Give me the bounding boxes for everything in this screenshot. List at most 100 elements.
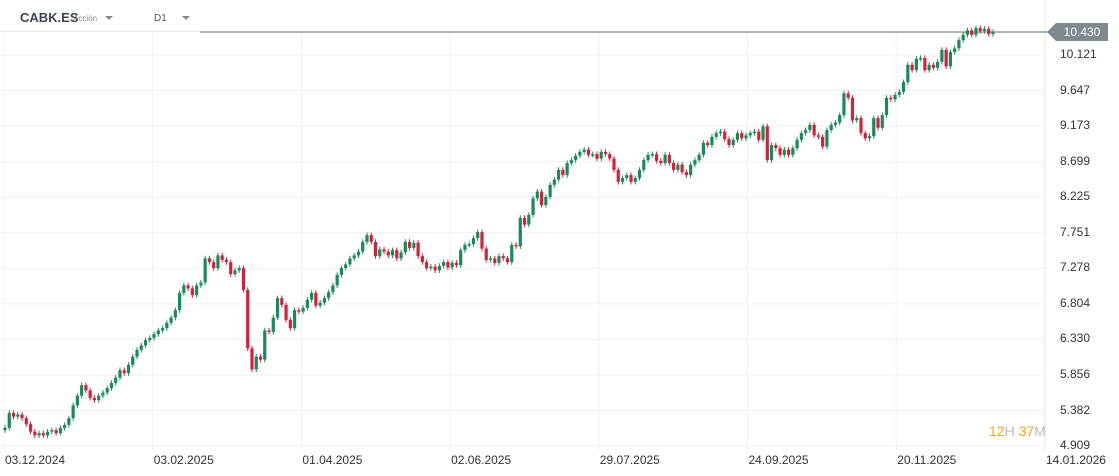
candle-down bbox=[846, 93, 850, 98]
candle-up bbox=[663, 154, 667, 164]
candle-up bbox=[437, 265, 441, 271]
candle-up bbox=[569, 160, 573, 164]
candle-down bbox=[446, 262, 450, 268]
candle-up bbox=[63, 424, 67, 428]
candle-up bbox=[829, 124, 833, 131]
candle-down bbox=[88, 390, 92, 398]
candle-up bbox=[105, 388, 109, 393]
candle-up bbox=[714, 133, 718, 137]
countdown-hours: 12 bbox=[989, 423, 1005, 439]
candle-up bbox=[982, 28, 987, 32]
candle-down bbox=[910, 64, 914, 71]
date-tick-label: 24.09.2025 bbox=[748, 453, 809, 467]
candle-down bbox=[11, 412, 16, 417]
candle-up bbox=[356, 251, 361, 256]
candle-down bbox=[667, 154, 671, 164]
candle-up bbox=[637, 169, 642, 179]
candle-down bbox=[24, 418, 28, 425]
timeframe-dropdown-icon[interactable] bbox=[182, 16, 190, 20]
candle-up bbox=[361, 241, 365, 252]
candle-up bbox=[548, 184, 552, 197]
candle-up bbox=[940, 49, 944, 62]
candle-up bbox=[527, 214, 531, 225]
candle-down bbox=[727, 139, 731, 146]
price-tick-label: 4.909 bbox=[1060, 438, 1091, 452]
candle-up bbox=[991, 31, 995, 35]
candle-up bbox=[591, 154, 595, 156]
candle-up bbox=[467, 244, 471, 246]
candle-up bbox=[855, 118, 859, 121]
candle-up bbox=[352, 255, 356, 259]
candle-down bbox=[28, 424, 33, 432]
candle-up bbox=[165, 322, 169, 329]
candle-up bbox=[518, 217, 522, 247]
candle-down bbox=[539, 191, 544, 206]
candle-up bbox=[953, 48, 957, 53]
candle-up bbox=[16, 414, 20, 417]
candle-down bbox=[816, 135, 820, 137]
candle-up bbox=[748, 133, 752, 136]
candle-up bbox=[650, 154, 654, 156]
candle-down bbox=[84, 385, 88, 391]
price-tick-label: 9.173 bbox=[1060, 118, 1091, 133]
candle-down bbox=[258, 356, 263, 360]
candle-up bbox=[488, 258, 493, 260]
price-tick-label: 5.856 bbox=[1060, 366, 1091, 381]
candle-up bbox=[152, 334, 156, 338]
candle-down bbox=[186, 285, 190, 289]
candle-up bbox=[450, 262, 454, 268]
candle-up bbox=[126, 364, 131, 374]
candle-down bbox=[765, 126, 769, 161]
candle-down bbox=[616, 169, 620, 182]
candle-up bbox=[735, 133, 740, 140]
candle-up bbox=[689, 164, 693, 176]
candle-up bbox=[109, 382, 114, 389]
candle-down bbox=[629, 175, 633, 182]
candle-up bbox=[914, 58, 918, 71]
candle-up bbox=[101, 392, 105, 396]
candle-up bbox=[599, 151, 603, 159]
candle-down bbox=[229, 262, 233, 275]
candle-up bbox=[974, 28, 978, 35]
candle-up bbox=[557, 169, 561, 180]
price-tick-label: 7.278 bbox=[1060, 260, 1091, 275]
instrument-type: Acción bbox=[73, 14, 98, 23]
candle-up bbox=[143, 340, 148, 346]
candle-up bbox=[927, 64, 931, 71]
candle-up bbox=[884, 97, 889, 116]
price-tick-label: 10.121 bbox=[1060, 47, 1097, 61]
symbol-selector[interactable]: CABK.ES bbox=[20, 10, 79, 25]
candle-up bbox=[80, 385, 84, 396]
candle-up bbox=[182, 285, 186, 293]
candle-up bbox=[97, 395, 101, 401]
timeframe-selector[interactable]: D1 bbox=[154, 13, 167, 24]
candle-up bbox=[565, 163, 569, 176]
symbol-dropdown-icon[interactable] bbox=[105, 16, 113, 20]
candle-down bbox=[608, 154, 612, 159]
candle-down bbox=[970, 30, 974, 35]
candle-up bbox=[118, 370, 122, 378]
candle-down bbox=[395, 250, 399, 259]
candle-up bbox=[160, 328, 165, 331]
candle-up bbox=[842, 93, 846, 116]
price-tick-label: 6.804 bbox=[1060, 295, 1091, 310]
candle-up bbox=[254, 356, 258, 370]
candle-up bbox=[676, 164, 680, 170]
candle-up bbox=[731, 139, 735, 146]
candle-up bbox=[510, 244, 514, 263]
candle-down bbox=[246, 289, 250, 349]
candle-countdown: 12H 37M bbox=[989, 423, 1046, 439]
candle-down bbox=[501, 256, 505, 259]
candle-up bbox=[7, 412, 11, 428]
candle-up bbox=[782, 149, 786, 155]
candle-up bbox=[271, 317, 275, 332]
candle-down bbox=[484, 248, 488, 260]
candle-down bbox=[723, 131, 727, 140]
candle-up bbox=[322, 298, 326, 303]
candle-up bbox=[339, 268, 344, 275]
candle-up bbox=[552, 179, 556, 185]
date-tick-label: 01.04.2025 bbox=[302, 453, 363, 467]
candle-up bbox=[335, 274, 339, 286]
candle-down bbox=[220, 255, 224, 260]
